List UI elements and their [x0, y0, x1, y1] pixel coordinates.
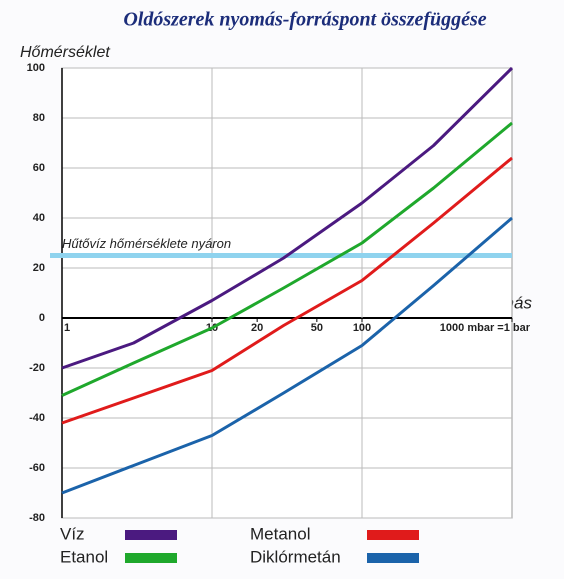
x-tick-label: 20	[251, 322, 263, 334]
legend-swatch	[367, 530, 419, 540]
y-tick-label: -40	[29, 412, 45, 424]
series-line	[61, 156, 513, 425]
legend-swatch	[367, 553, 419, 563]
y-tick-label: -80	[29, 512, 45, 524]
legend-swatch	[125, 530, 177, 540]
y-axis-label: Hőmérséklet	[20, 44, 110, 61]
legend-label: Metanol	[250, 524, 310, 543]
series-line	[61, 66, 514, 370]
y-tick-label: 80	[33, 112, 45, 124]
y-tick-label: 20	[33, 262, 45, 274]
chart-title: Oldószerek nyomás-forráspont összefüggés…	[123, 9, 486, 31]
y-tick-label: 100	[27, 62, 45, 74]
x-tick-label: 1	[64, 322, 70, 334]
y-tick-label: -20	[29, 362, 45, 374]
legend-swatch	[125, 553, 177, 563]
legend-label: Diklórmetán	[250, 547, 341, 566]
y-tick-label: 40	[33, 212, 45, 224]
y-tick-label: -60	[29, 462, 45, 474]
series-line	[61, 216, 513, 495]
legend-label: Víz	[60, 524, 85, 543]
annotation-label: Hűtővíz hőmérséklete nyáron	[62, 236, 231, 251]
x-tick-label: 1000 mbar =1 bar	[440, 322, 531, 334]
y-tick-label: 60	[33, 162, 45, 174]
y-tick-label: 0	[39, 312, 45, 324]
x-tick-label: 100	[353, 322, 371, 334]
series-line	[61, 121, 513, 397]
x-tick-label: 50	[311, 322, 323, 334]
legend-label: Etanol	[60, 547, 108, 566]
